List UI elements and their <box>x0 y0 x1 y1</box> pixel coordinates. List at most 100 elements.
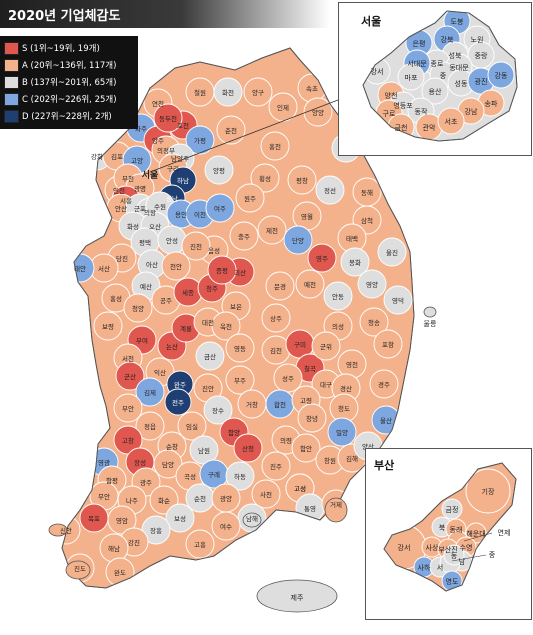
busan-label-c0acc0c1: 사상 <box>426 543 439 552</box>
region-label-bb34c8fc-97: 무주 <box>234 377 246 385</box>
region-d568c548-121 <box>291 433 321 463</box>
region-label-c778cc9c-21: 인천 <box>113 186 125 195</box>
region-label-c758c131-78: 의성 <box>332 322 344 331</box>
region-d3ecd56d-90 <box>373 329 403 359</box>
region-label-c6a9c778-31: 용인 <box>175 210 187 219</box>
region-bd80c548-104 <box>113 393 143 423</box>
region-label-c591c0b0-124: 양산 <box>362 442 374 451</box>
region-c5ecc218-142 <box>211 511 241 541</box>
region-label-d64dc131-63: 홍성 <box>110 294 122 303</box>
region-c6b8c9c4-56 <box>377 237 407 267</box>
busan-label-c5f0c81c: 연제 <box>498 529 511 537</box>
region-label-b3d9d574-44: 동해 <box>361 188 373 197</box>
region-label-ccadc1a1-77: 청송 <box>368 319 380 327</box>
region-c625cc9c-83 <box>211 311 241 341</box>
seoul-label-c11ccd08: 서초 <box>445 117 458 126</box>
seoul-label-c131b3d9: 성동 <box>455 79 468 88</box>
region-label-c601c591-75: 영양 <box>366 280 378 289</box>
region-label-bcf4c131-145: 보성 <box>174 514 186 523</box>
region-label-c625cc9c-83: 옥천 <box>220 322 232 331</box>
region-label-ad70d3ec-28: 군포 <box>134 205 146 213</box>
busan-outline <box>383 462 517 592</box>
region-label-d568c591-118: 함양 <box>228 428 240 437</box>
region-label-bcf4b839-69: 보령 <box>102 323 114 331</box>
region-label-ace0c131-6: 고성 <box>294 484 306 493</box>
region-label-c81ccc9c-48: 제천 <box>266 226 278 235</box>
region-label-c5ecc218-142: 여수 <box>220 522 232 531</box>
legend: S (1위~19위, 19개) A (20위~136위, 117개) B (13… <box>0 36 138 129</box>
legend-label-b: B (137위~201위, 65개) <box>22 78 117 88</box>
seoul-label-ac15b3d9: 강동 <box>495 71 508 80</box>
region-label-ae40cc9c-85: 김천 <box>270 346 282 355</box>
seoul-label-c591cc9c: 양천 <box>385 91 398 100</box>
geoje-island <box>324 497 348 523</box>
region-label-bd80cc9c-24: 부천 <box>122 174 134 183</box>
region-label-c6d0c8fc-40: 원주 <box>244 194 256 203</box>
region-label-c548c0b0-27: 안산 <box>115 204 127 213</box>
region-label-bd80c548-104: 부안 <box>122 404 134 413</box>
region-label-c7a5c131-126: 장성 <box>134 458 146 467</box>
region-label-c591ad6c-4: 양구 <box>252 89 264 97</box>
region-label-c9c4c548-96: 진안 <box>202 384 214 393</box>
region-label-bb38acbd-72: 문경 <box>274 282 286 291</box>
mainland-outline <box>61 47 415 589</box>
region-label-ad70c704-88: 군위 <box>320 343 332 351</box>
seoul-inset-title: 서울 <box>361 15 382 28</box>
seoul-inset: 서울 도봉 노원 강북 은평 성북 중랑 종로 서대문 동대문 마포 강서 중 성동 광진 강동 양천 영등포 용… <box>338 2 532 156</box>
region-label-c74cc131-51: 음성 <box>208 246 220 255</box>
busan-inset: 부산 기장 금정 북 동래 해운대 연제 강서 사상 부산진 수영 사하 서 남 중 동 영도 <box>365 448 532 620</box>
region-label-ad11ba85-25: 광명 <box>134 184 146 193</box>
region-label-c591c591-8: 양양 <box>312 109 324 117</box>
busan-label-ae30c7a5: 기장 <box>482 487 495 496</box>
region-label-b0a8c591c8fc-19: 남양주 <box>171 154 189 163</box>
busan-label-b3d9b798: 동래 <box>450 525 463 534</box>
legend-swatch-b <box>4 76 19 89</box>
region-label-d64dcc9c-14: 홍천 <box>269 142 281 151</box>
seoul-label-b3d9c791: 동작 <box>415 107 428 116</box>
seoul-district-c6a9c0b0 <box>421 77 449 105</box>
seoul-label-ad00c545: 관악 <box>423 123 436 132</box>
region-label-ae40c81c-102: 김제 <box>144 389 156 397</box>
region-label-bb34c548-143: 무안 <box>98 492 110 501</box>
sinan-island <box>48 523 68 537</box>
legend-swatch-a <box>4 59 19 72</box>
region-label-ad70c0b0-93: 군산 <box>124 372 136 381</box>
region-bcf4c131-145 <box>165 503 195 533</box>
region-label-c21ccc9c-139: 순천 <box>194 494 206 503</box>
region-label-ce60ace1-87: 칠곡 <box>304 364 316 373</box>
mainland-regions <box>61 47 415 589</box>
region-label-c778c81c-5: 인제 <box>277 103 289 112</box>
region-label-ccadc591-64: 청양 <box>132 305 144 313</box>
region-label-ad11c8fc-137: 광주 <box>140 479 152 487</box>
legend-item-d: D (227위~228위, 2개) <box>4 110 112 124</box>
region-d6a1c131-39 <box>250 163 280 193</box>
region-label-c775c0b0-94: 익산 <box>154 368 166 377</box>
region-label-c804c8fc-103: 전주 <box>172 398 184 407</box>
seoul-pointer-line <box>149 99 339 173</box>
region-label-ace0b839-110: 고령 <box>300 397 312 405</box>
region-label-c591c8fc-10: 양주 <box>152 137 164 145</box>
region-label-ac15d654-15: 강화 <box>91 152 103 161</box>
region-label-c0c1c8fc-71: 상주 <box>270 314 282 323</box>
region-label-acf5c8fc-65: 공주 <box>160 297 172 305</box>
region-label-b2f9c9c4-57: 당진 <box>116 254 128 263</box>
region-label-c548c131-38: 안성 <box>166 236 178 245</box>
region-label-c21ccc3d-116: 순창 <box>166 443 178 451</box>
region-label-c758c655-29: 의왕 <box>144 208 156 217</box>
region-d64dcc9c-14 <box>260 131 290 161</box>
region-label-ad11c591-140: 광양 <box>220 495 232 503</box>
region-label-c601ad11-125: 영광 <box>98 458 110 467</box>
region-c0accc9c-132 <box>251 479 281 509</box>
region-label-bcf4c740-70: 보은 <box>230 303 242 311</box>
region-label-ace0d765-150: 고흥 <box>194 540 206 549</box>
region-label-c138c885-66: 세종 <box>182 288 194 297</box>
region-label-cca0c6d0-2: 철원 <box>194 88 206 97</box>
region-c784c2e4-106 <box>177 411 207 441</box>
region-label-bd80c5ec-79: 부여 <box>136 336 148 345</box>
legend-label-d: D (227위~228위, 2개) <box>22 112 112 122</box>
region-c9c4cc9c-52 <box>181 231 211 261</box>
region-label-d654cc9c-3: 화천 <box>222 88 234 97</box>
region-c7a5c218-107 <box>203 395 233 425</box>
region-bd09d654-55 <box>340 247 370 277</box>
